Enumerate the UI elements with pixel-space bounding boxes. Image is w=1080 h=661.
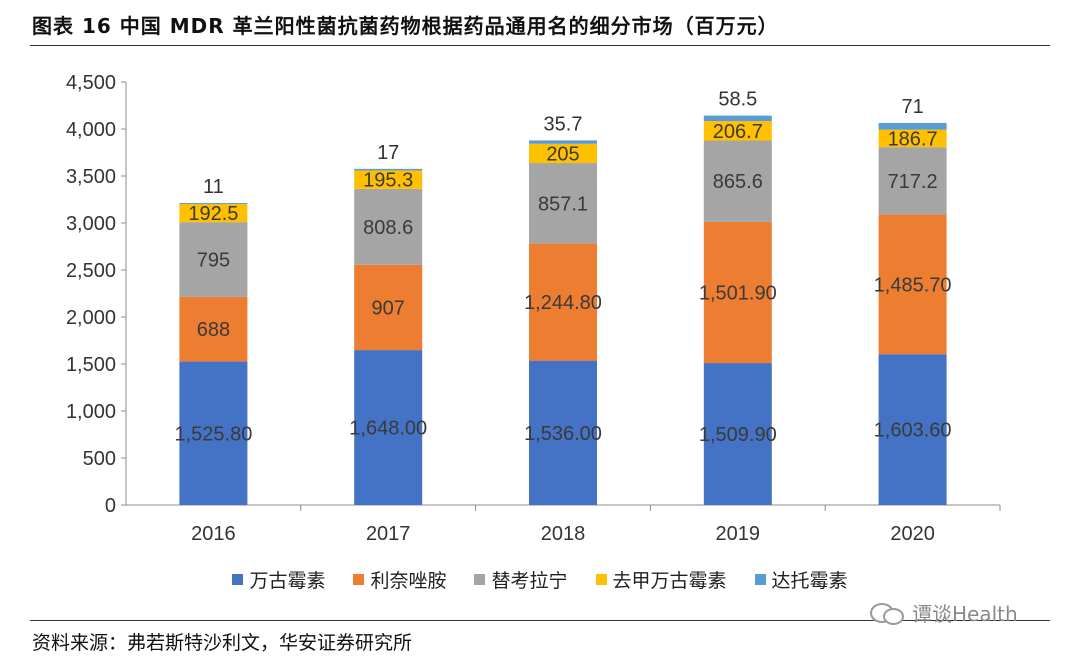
data-label: 865.6 bbox=[713, 171, 763, 193]
legend-swatch bbox=[474, 574, 486, 585]
data-label: 206.7 bbox=[713, 121, 763, 143]
bar-segment bbox=[354, 168, 423, 171]
bar-segment bbox=[529, 243, 597, 361]
y-tick-label: 1,000 bbox=[66, 401, 116, 423]
data-label: 35.7 bbox=[544, 113, 583, 135]
data-label: 795 bbox=[197, 250, 230, 272]
y-tick-label: 2,000 bbox=[66, 307, 116, 329]
data-label: 1,244.80 bbox=[524, 292, 602, 314]
data-label: 907 bbox=[372, 297, 405, 319]
data-label: 688 bbox=[197, 319, 230, 341]
y-tick-label: 0 bbox=[105, 495, 116, 517]
bar-segment bbox=[703, 363, 772, 505]
data-label: 186.7 bbox=[888, 128, 938, 150]
data-label: 808.6 bbox=[363, 217, 413, 239]
legend-label: 万古霉素 bbox=[249, 570, 326, 592]
bar-segment bbox=[878, 147, 947, 215]
data-label: 717.2 bbox=[888, 171, 938, 193]
legend-swatch bbox=[353, 574, 365, 585]
x-tick-label: 2017 bbox=[366, 523, 411, 545]
bar-segment bbox=[179, 203, 248, 205]
bar-segment bbox=[878, 214, 947, 355]
wechat-icon bbox=[870, 599, 904, 625]
title-divider bbox=[30, 45, 1050, 46]
data-label: 205 bbox=[546, 143, 579, 165]
legend-swatch bbox=[232, 574, 244, 585]
y-tick-label: 4,500 bbox=[66, 72, 116, 94]
legend-label: 替考拉宁 bbox=[491, 570, 568, 592]
data-label: 1,525.80 bbox=[174, 423, 252, 445]
bar-segment bbox=[179, 296, 248, 362]
bar-segment bbox=[354, 264, 423, 351]
chart-title: 图表 16 中国 MDR 革兰阳性菌抗菌药物根据药品通用名的细分市场（百万元） bbox=[32, 14, 779, 38]
data-label: 192.5 bbox=[188, 203, 238, 225]
bar-segment bbox=[529, 143, 597, 164]
data-label: 1,648.00 bbox=[349, 418, 427, 440]
legend-item: 利奈唑胺 bbox=[353, 566, 446, 593]
legend-label: 去甲万古霉素 bbox=[612, 570, 727, 592]
legend-item: 替考拉宁 bbox=[474, 566, 568, 593]
y-tick-label: 500 bbox=[83, 448, 116, 470]
bar-segment bbox=[354, 188, 423, 265]
x-tick-label: 2016 bbox=[191, 523, 236, 545]
legend-item: 去甲万古霉素 bbox=[595, 566, 727, 593]
source-divider bbox=[30, 620, 1050, 621]
data-label: 71 bbox=[901, 96, 923, 118]
legend-item: 达托霉素 bbox=[754, 566, 848, 593]
bar-segment bbox=[878, 129, 947, 148]
legend-swatch bbox=[595, 574, 607, 585]
data-label: 58.5 bbox=[718, 89, 757, 111]
data-label: 17 bbox=[377, 142, 399, 164]
y-tick-label: 1,500 bbox=[66, 354, 116, 376]
x-tick-label: 2019 bbox=[716, 523, 761, 545]
legend-swatch bbox=[754, 574, 766, 585]
data-label: 1,501.90 bbox=[699, 282, 777, 304]
bar-segment bbox=[179, 204, 248, 223]
bar-segment bbox=[354, 350, 423, 505]
y-tick-label: 3,500 bbox=[66, 166, 116, 188]
data-label: 195.3 bbox=[363, 170, 413, 192]
bar-segment bbox=[703, 221, 772, 364]
data-label: 1,603.60 bbox=[874, 420, 952, 442]
y-tick-label: 3,000 bbox=[66, 213, 116, 235]
data-label: 1,536.00 bbox=[524, 423, 602, 445]
y-tick-label: 2,500 bbox=[66, 260, 116, 282]
bar-segment bbox=[179, 361, 248, 505]
data-label: 11 bbox=[203, 176, 224, 198]
y-tick-label: 4,000 bbox=[66, 119, 116, 141]
data-label: 857.1 bbox=[538, 193, 588, 215]
bar-segment bbox=[529, 163, 597, 244]
legend-item: 万古霉素 bbox=[232, 566, 325, 593]
x-tick-label: 2018 bbox=[541, 523, 586, 545]
legend-label: 达托霉素 bbox=[771, 570, 848, 592]
bar-segment bbox=[878, 354, 947, 505]
bar-segment bbox=[703, 115, 772, 122]
data-label: 1,509.90 bbox=[699, 424, 777, 446]
bar-segment bbox=[529, 360, 597, 505]
bar-segment bbox=[354, 170, 423, 189]
chart-legend: 万古霉素 利奈唑胺 替考拉宁 去甲万古霉素 达托霉素 bbox=[0, 566, 1080, 593]
watermark: 谭谈Health bbox=[870, 592, 1060, 632]
legend-label: 利奈唑胺 bbox=[370, 570, 447, 592]
stacked-bar-chart: 0 500 1,000 1,500 2,000 2,500 3,000 3,500 4,000 4… bbox=[66, 72, 1001, 545]
bar-segment bbox=[878, 122, 947, 130]
bar-segment bbox=[179, 222, 248, 297]
source-note: 资料来源：弗若斯特沙利文，华安证券研究所 bbox=[32, 632, 413, 654]
bar-segment bbox=[529, 140, 597, 144]
bar-segment bbox=[703, 140, 772, 222]
bar-segment bbox=[703, 121, 772, 141]
data-label: 1,485.70 bbox=[874, 274, 952, 296]
x-tick-label: 2020 bbox=[890, 523, 935, 545]
watermark-text: 谭谈Health bbox=[912, 601, 1018, 626]
